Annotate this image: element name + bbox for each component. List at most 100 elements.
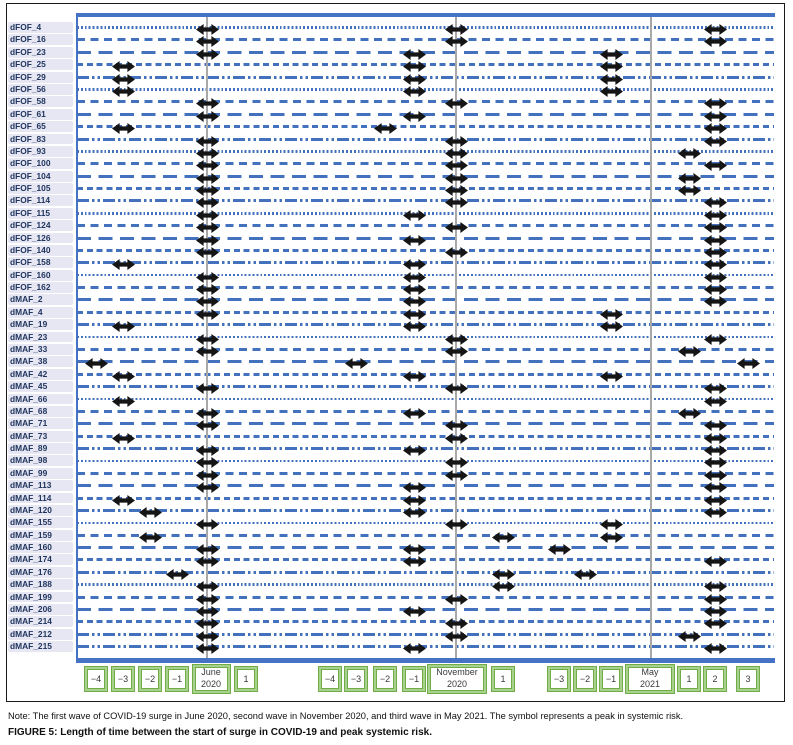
plot-top-border xyxy=(76,13,775,17)
row-line xyxy=(77,471,774,475)
row-label: dFOF_58 xyxy=(8,96,73,108)
row-line xyxy=(77,508,774,512)
double-arrow-icon xyxy=(373,123,397,135)
peak-marker xyxy=(599,307,623,320)
row-label: dMAF_73 xyxy=(8,430,73,442)
peak-marker xyxy=(195,604,219,617)
peak-marker xyxy=(402,542,426,556)
peak-marker xyxy=(444,431,468,444)
row-label: dMAF_120 xyxy=(8,504,73,516)
double-arrow-icon xyxy=(599,86,623,97)
row-line xyxy=(77,570,774,574)
row-label: dFOF_100 xyxy=(8,158,73,170)
double-arrow-icon xyxy=(195,618,219,630)
row-label: dMAF_99 xyxy=(8,467,73,479)
peak-marker xyxy=(444,418,468,432)
peak-marker xyxy=(402,270,426,283)
row-label: dMAF_2 xyxy=(8,294,73,306)
peak-marker xyxy=(444,592,468,605)
double-arrow-icon xyxy=(195,445,219,457)
double-arrow-icon xyxy=(703,445,727,457)
peak-marker xyxy=(195,220,219,234)
double-arrow-icon xyxy=(402,643,426,655)
peak-marker xyxy=(195,455,219,469)
row-line xyxy=(77,645,774,649)
row-line xyxy=(77,224,774,228)
double-arrow-icon xyxy=(402,86,426,97)
month-box-label: November 2020 xyxy=(436,667,478,689)
row-label: dMAF_23 xyxy=(8,331,73,343)
peak-marker xyxy=(677,146,701,159)
peak-marker xyxy=(703,579,727,593)
row-label: dMAF_174 xyxy=(8,554,73,566)
double-arrow-icon xyxy=(703,482,727,494)
double-arrow-icon xyxy=(111,259,135,271)
double-arrow-icon xyxy=(599,308,623,320)
double-arrow-icon xyxy=(703,197,727,209)
double-arrow-icon xyxy=(195,36,219,48)
double-arrow-icon xyxy=(547,544,571,556)
double-arrow-icon xyxy=(703,246,727,258)
peak-marker xyxy=(402,59,426,73)
peak-marker xyxy=(195,146,219,159)
peak-marker xyxy=(111,84,135,97)
row-label: dMAF_155 xyxy=(8,517,73,529)
row-label: dFOF_160 xyxy=(8,269,73,281)
double-arrow-icon xyxy=(195,24,219,36)
double-arrow-icon xyxy=(444,222,468,234)
peak-marker xyxy=(703,233,727,246)
double-arrow-icon xyxy=(444,172,468,184)
row-label: dFOF_25 xyxy=(8,59,73,71)
row-label: dMAF_71 xyxy=(8,418,73,430)
double-arrow-icon xyxy=(677,345,701,357)
tick-box-november-2020--3: −3 xyxy=(345,667,367,691)
row-label: dMAF_98 xyxy=(8,455,73,467)
peak-marker xyxy=(195,22,219,36)
double-arrow-icon xyxy=(573,568,597,580)
peak-marker xyxy=(195,579,219,593)
double-arrow-icon xyxy=(444,420,468,432)
double-arrow-icon xyxy=(677,147,701,159)
peak-marker xyxy=(444,96,468,110)
double-arrow-icon xyxy=(402,296,426,308)
peak-marker xyxy=(703,208,727,221)
row-line xyxy=(77,595,774,599)
double-arrow-icon xyxy=(195,407,219,419)
double-arrow-icon xyxy=(111,86,135,97)
peak-marker xyxy=(195,282,219,296)
peak-marker xyxy=(599,319,623,333)
double-arrow-icon xyxy=(195,185,219,197)
row-label: dMAF_42 xyxy=(8,368,73,380)
peak-marker xyxy=(195,641,219,655)
row-line xyxy=(77,607,774,611)
double-arrow-icon xyxy=(195,605,219,617)
double-arrow-icon xyxy=(111,432,135,444)
double-arrow-icon xyxy=(195,246,219,258)
peak-marker xyxy=(195,443,219,457)
row-label: dFOF_23 xyxy=(8,46,73,58)
double-arrow-icon xyxy=(444,519,468,531)
tick-box-may-2021--1: −1 xyxy=(600,667,622,691)
double-arrow-icon xyxy=(703,494,727,506)
peak-marker xyxy=(195,208,219,221)
double-arrow-icon xyxy=(195,271,219,283)
double-arrow-icon xyxy=(402,494,426,506)
peak-marker xyxy=(402,282,426,296)
double-arrow-icon xyxy=(444,98,468,110)
peak-marker xyxy=(703,641,727,655)
peak-marker xyxy=(402,641,426,655)
double-arrow-icon xyxy=(402,445,426,457)
row-line xyxy=(77,620,774,624)
peak-marker xyxy=(599,47,623,60)
peak-marker xyxy=(599,72,623,85)
double-arrow-icon xyxy=(703,618,727,630)
double-arrow-icon xyxy=(703,110,727,122)
double-arrow-icon xyxy=(703,333,727,345)
double-arrow-icon xyxy=(444,469,468,481)
double-arrow-icon xyxy=(703,222,727,234)
row-label: dMAF_45 xyxy=(8,381,73,392)
peak-marker xyxy=(402,369,426,382)
double-arrow-icon xyxy=(195,135,219,147)
double-arrow-icon xyxy=(444,185,468,197)
figure-caption: FIGURE 5: Length of time between the sta… xyxy=(8,727,432,738)
